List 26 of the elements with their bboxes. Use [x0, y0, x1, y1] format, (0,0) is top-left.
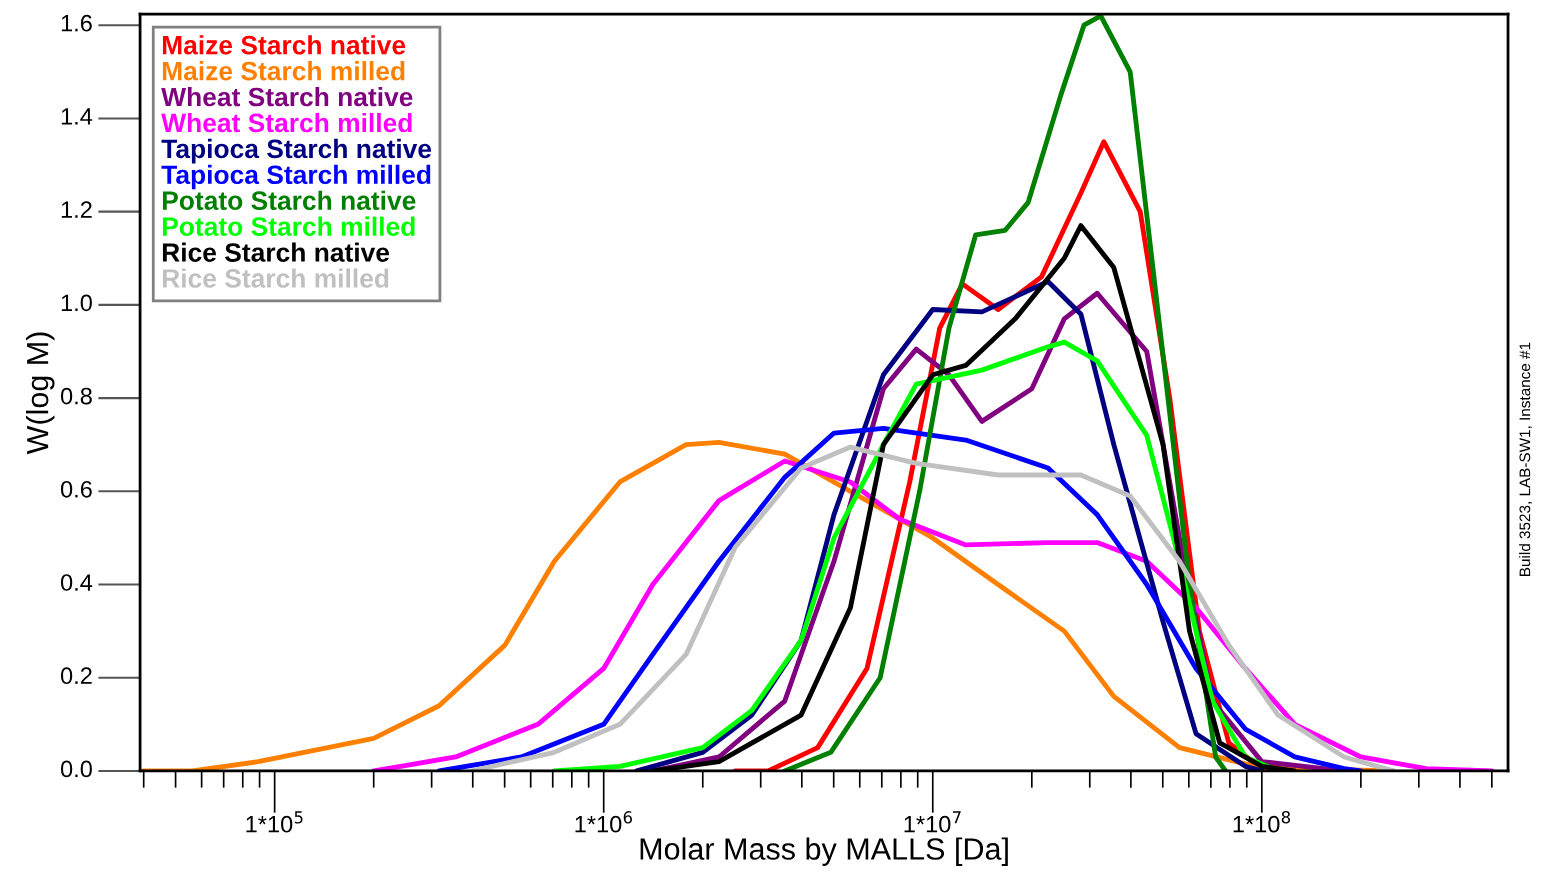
- x-tick-label: 1*10$^{8}$: [1233, 811, 1291, 833]
- x-tick-label: 1*10$^{5}$: [246, 811, 303, 833]
- text: Rice Starch milled: [162, 268, 389, 288]
- x-tick-label: 1*10$^{7}$: [904, 811, 961, 833]
- text: Potato Starch native: [162, 190, 416, 211]
- text: Maize Starch native: [162, 35, 406, 55]
- text: Maize Starch milled: [162, 61, 405, 81]
- y-tick-label: 1.2: [61, 201, 92, 218]
- text: Build 3523, LAB-SW1, Instance #1: [1519, 342, 1533, 576]
- x-tick-label: 1*10$^{6}$: [575, 811, 632, 833]
- y-tick-label: 0.0: [60, 760, 92, 778]
- y-axis-title: W(log M): [26, 332, 55, 455]
- text: Tapioca Starch milled: [161, 164, 431, 190]
- y-tick-label: 0.2: [60, 667, 92, 685]
- text: Rice Starch native: [162, 242, 390, 262]
- text: Potato Starch milled: [162, 216, 415, 236]
- text: Tapioca Starch native: [161, 138, 432, 164]
- y-tick-label: 0.6: [60, 480, 92, 498]
- y-tick-label: 1.6: [61, 14, 92, 32]
- x-axis-title: Molar Mass by MALLS [Da]: [640, 837, 1008, 866]
- y-tick-label: 1.4: [61, 108, 93, 125]
- y-tick-label: 0.8: [60, 387, 92, 405]
- y-tick-label: 0.4: [60, 574, 93, 591]
- text: Wheat Starch milled: [161, 112, 412, 133]
- text: Wheat Starch native: [161, 86, 413, 107]
- y-tick-label: 1.0: [61, 294, 92, 312]
